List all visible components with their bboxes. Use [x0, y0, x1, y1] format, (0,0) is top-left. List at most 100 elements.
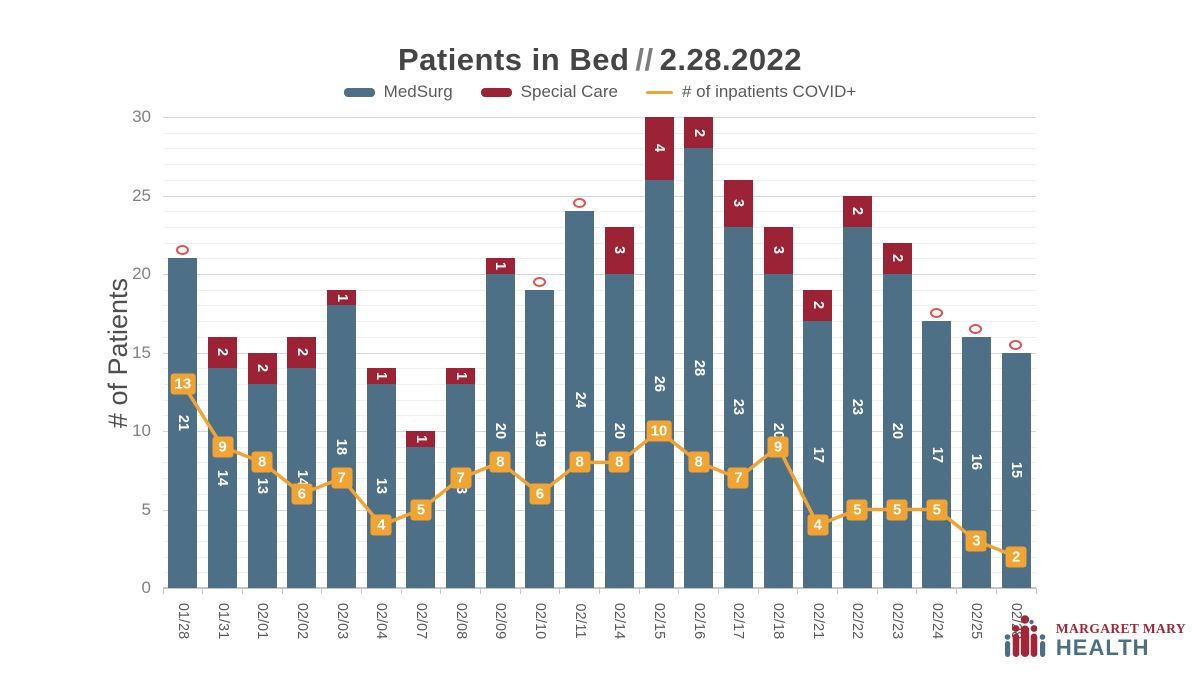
x-tick-mark [599, 588, 600, 594]
bar-segment-special-care: 1 [485, 258, 515, 274]
legend-swatch-special-care [480, 87, 512, 97]
special-care-zero-marker [969, 323, 983, 334]
covid-point-label: 7 [331, 467, 353, 489]
covid-point-label: 2 [1005, 546, 1027, 568]
bar-segment-medsurg: 26 [644, 179, 674, 588]
bar-segment-medsurg: 14 [287, 368, 317, 588]
covid-point-label: 4 [370, 514, 392, 536]
x-tick-label: 01/28 [174, 602, 191, 640]
x-tick-label: 02/22 [849, 602, 866, 640]
bar-segment-medsurg: 14 [208, 368, 238, 588]
covid-point-label: 9 [767, 436, 789, 458]
bar-segment-special-care: 2 [882, 242, 912, 274]
covid-point-label: 9 [212, 436, 234, 458]
gridline [163, 211, 1036, 213]
x-tick-mark [162, 588, 164, 594]
gridline [163, 258, 1036, 260]
x-tick-mark [995, 588, 997, 594]
logo: MARGARET MARY HEALTH [1001, 613, 1186, 659]
gridline [163, 321, 1036, 323]
gridline [163, 446, 1036, 448]
x-tick-label: 02/18 [770, 602, 787, 640]
covid-point-label: 7 [727, 467, 749, 489]
x-tick-mark [241, 588, 243, 594]
bar-segment-medsurg: 23 [842, 226, 872, 588]
gridline [163, 242, 1036, 244]
x-tick-label: 02/15 [651, 602, 668, 640]
special-care-zero-marker [175, 245, 189, 256]
x-tick-label: 02/14 [611, 602, 628, 640]
x-tick-label: 02/17 [730, 602, 747, 640]
bar-segment-medsurg: 20 [763, 274, 793, 588]
gridline [163, 431, 1036, 432]
x-tick-mark [638, 588, 640, 594]
gridline [163, 195, 1036, 197]
legend-label-special-care: Special Care [520, 82, 618, 101]
x-tick-label: 02/24 [928, 602, 945, 640]
x-tick-label: 02/01 [254, 602, 271, 640]
legend-item-medsurg: MedSurg [343, 82, 453, 102]
bar-segment-medsurg: 17 [803, 321, 833, 588]
bar-segment-special-care: 1 [327, 289, 357, 306]
covid-point-label: 13 [170, 373, 196, 395]
bar-segment-special-care: 3 [604, 226, 634, 274]
bar-segment-special-care: 1 [366, 368, 396, 384]
x-tick-mark [281, 588, 283, 594]
gridline [163, 509, 1036, 511]
covid-point-label: 3 [965, 530, 987, 552]
bar-segment-medsurg: 20 [882, 274, 912, 588]
chart-legend: MedSurg Special Care # of inpatients COV… [0, 82, 1200, 102]
x-tick-mark [757, 588, 759, 594]
y-tick-label: 5 [141, 499, 151, 519]
covid-point-label: 5 [886, 499, 908, 520]
bar-segment-special-care: 4 [644, 117, 674, 180]
gridline [163, 525, 1036, 527]
x-tick-label: 02/02 [293, 602, 310, 640]
x-tick-mark [321, 588, 323, 594]
x-tick-mark [479, 588, 481, 594]
x-tick-mark [559, 588, 561, 594]
special-care-zero-marker [572, 198, 586, 209]
legend-swatch-medsurg [343, 87, 375, 97]
gridline [163, 352, 1036, 354]
chart-title-main: Patients in Bed [397, 42, 630, 77]
x-tick-label: 02/04 [373, 602, 390, 640]
y-tick-label: 25 [132, 185, 151, 205]
x-tick-label: 02/16 [690, 602, 707, 640]
gridline [163, 383, 1036, 385]
y-tick-label: 0 [141, 578, 151, 597]
bar-segment-special-care: 2 [247, 352, 277, 384]
x-tick-label: 02/07 [412, 602, 429, 640]
x-tick-mark [202, 588, 204, 594]
plot-area: 0 5 10 15 20 25 30 21 01/28 14 2 01/31 13 2 02/01 14 2 02… [132, 107, 1037, 639]
bar-segment-special-care: 3 [723, 179, 753, 227]
legend-item-special-care: Special Care [480, 82, 618, 102]
bar-segment-special-care: 2 [287, 336, 317, 369]
covid-point-label: 8 [608, 451, 630, 473]
bar-segment-medsurg: 17 [922, 321, 952, 588]
covid-point-label: 6 [291, 483, 313, 505]
x-tick-mark [440, 588, 442, 594]
bar-segment-medsurg: 13 [366, 383, 396, 588]
special-care-zero-marker [532, 276, 546, 287]
gridline [163, 132, 1036, 134]
x-tick-mark [956, 588, 958, 594]
covid-line [181, 382, 1017, 559]
covid-point-label: 7 [450, 467, 472, 489]
covid-point-label: 4 [807, 514, 829, 536]
legend-item-covid: # of inpatients COVID+ [645, 82, 856, 102]
covid-point-label: 5 [410, 499, 432, 520]
chart-title: Patients in Bed//2.28.2022 [0, 42, 1200, 78]
x-tick-mark [718, 588, 720, 594]
covid-point-label: 8 [251, 451, 273, 473]
gridline [163, 274, 1036, 275]
x-tick-mark [678, 588, 680, 594]
x-tick-label: 02/08 [452, 602, 469, 640]
gridline [163, 336, 1036, 338]
x-tick-label: 02/10 [531, 602, 548, 640]
x-tick-label: 02/03 [333, 602, 350, 640]
gridline [163, 164, 1036, 166]
bar-segment-medsurg: 19 [525, 289, 555, 588]
bar-segment-medsurg: 24 [565, 211, 595, 588]
